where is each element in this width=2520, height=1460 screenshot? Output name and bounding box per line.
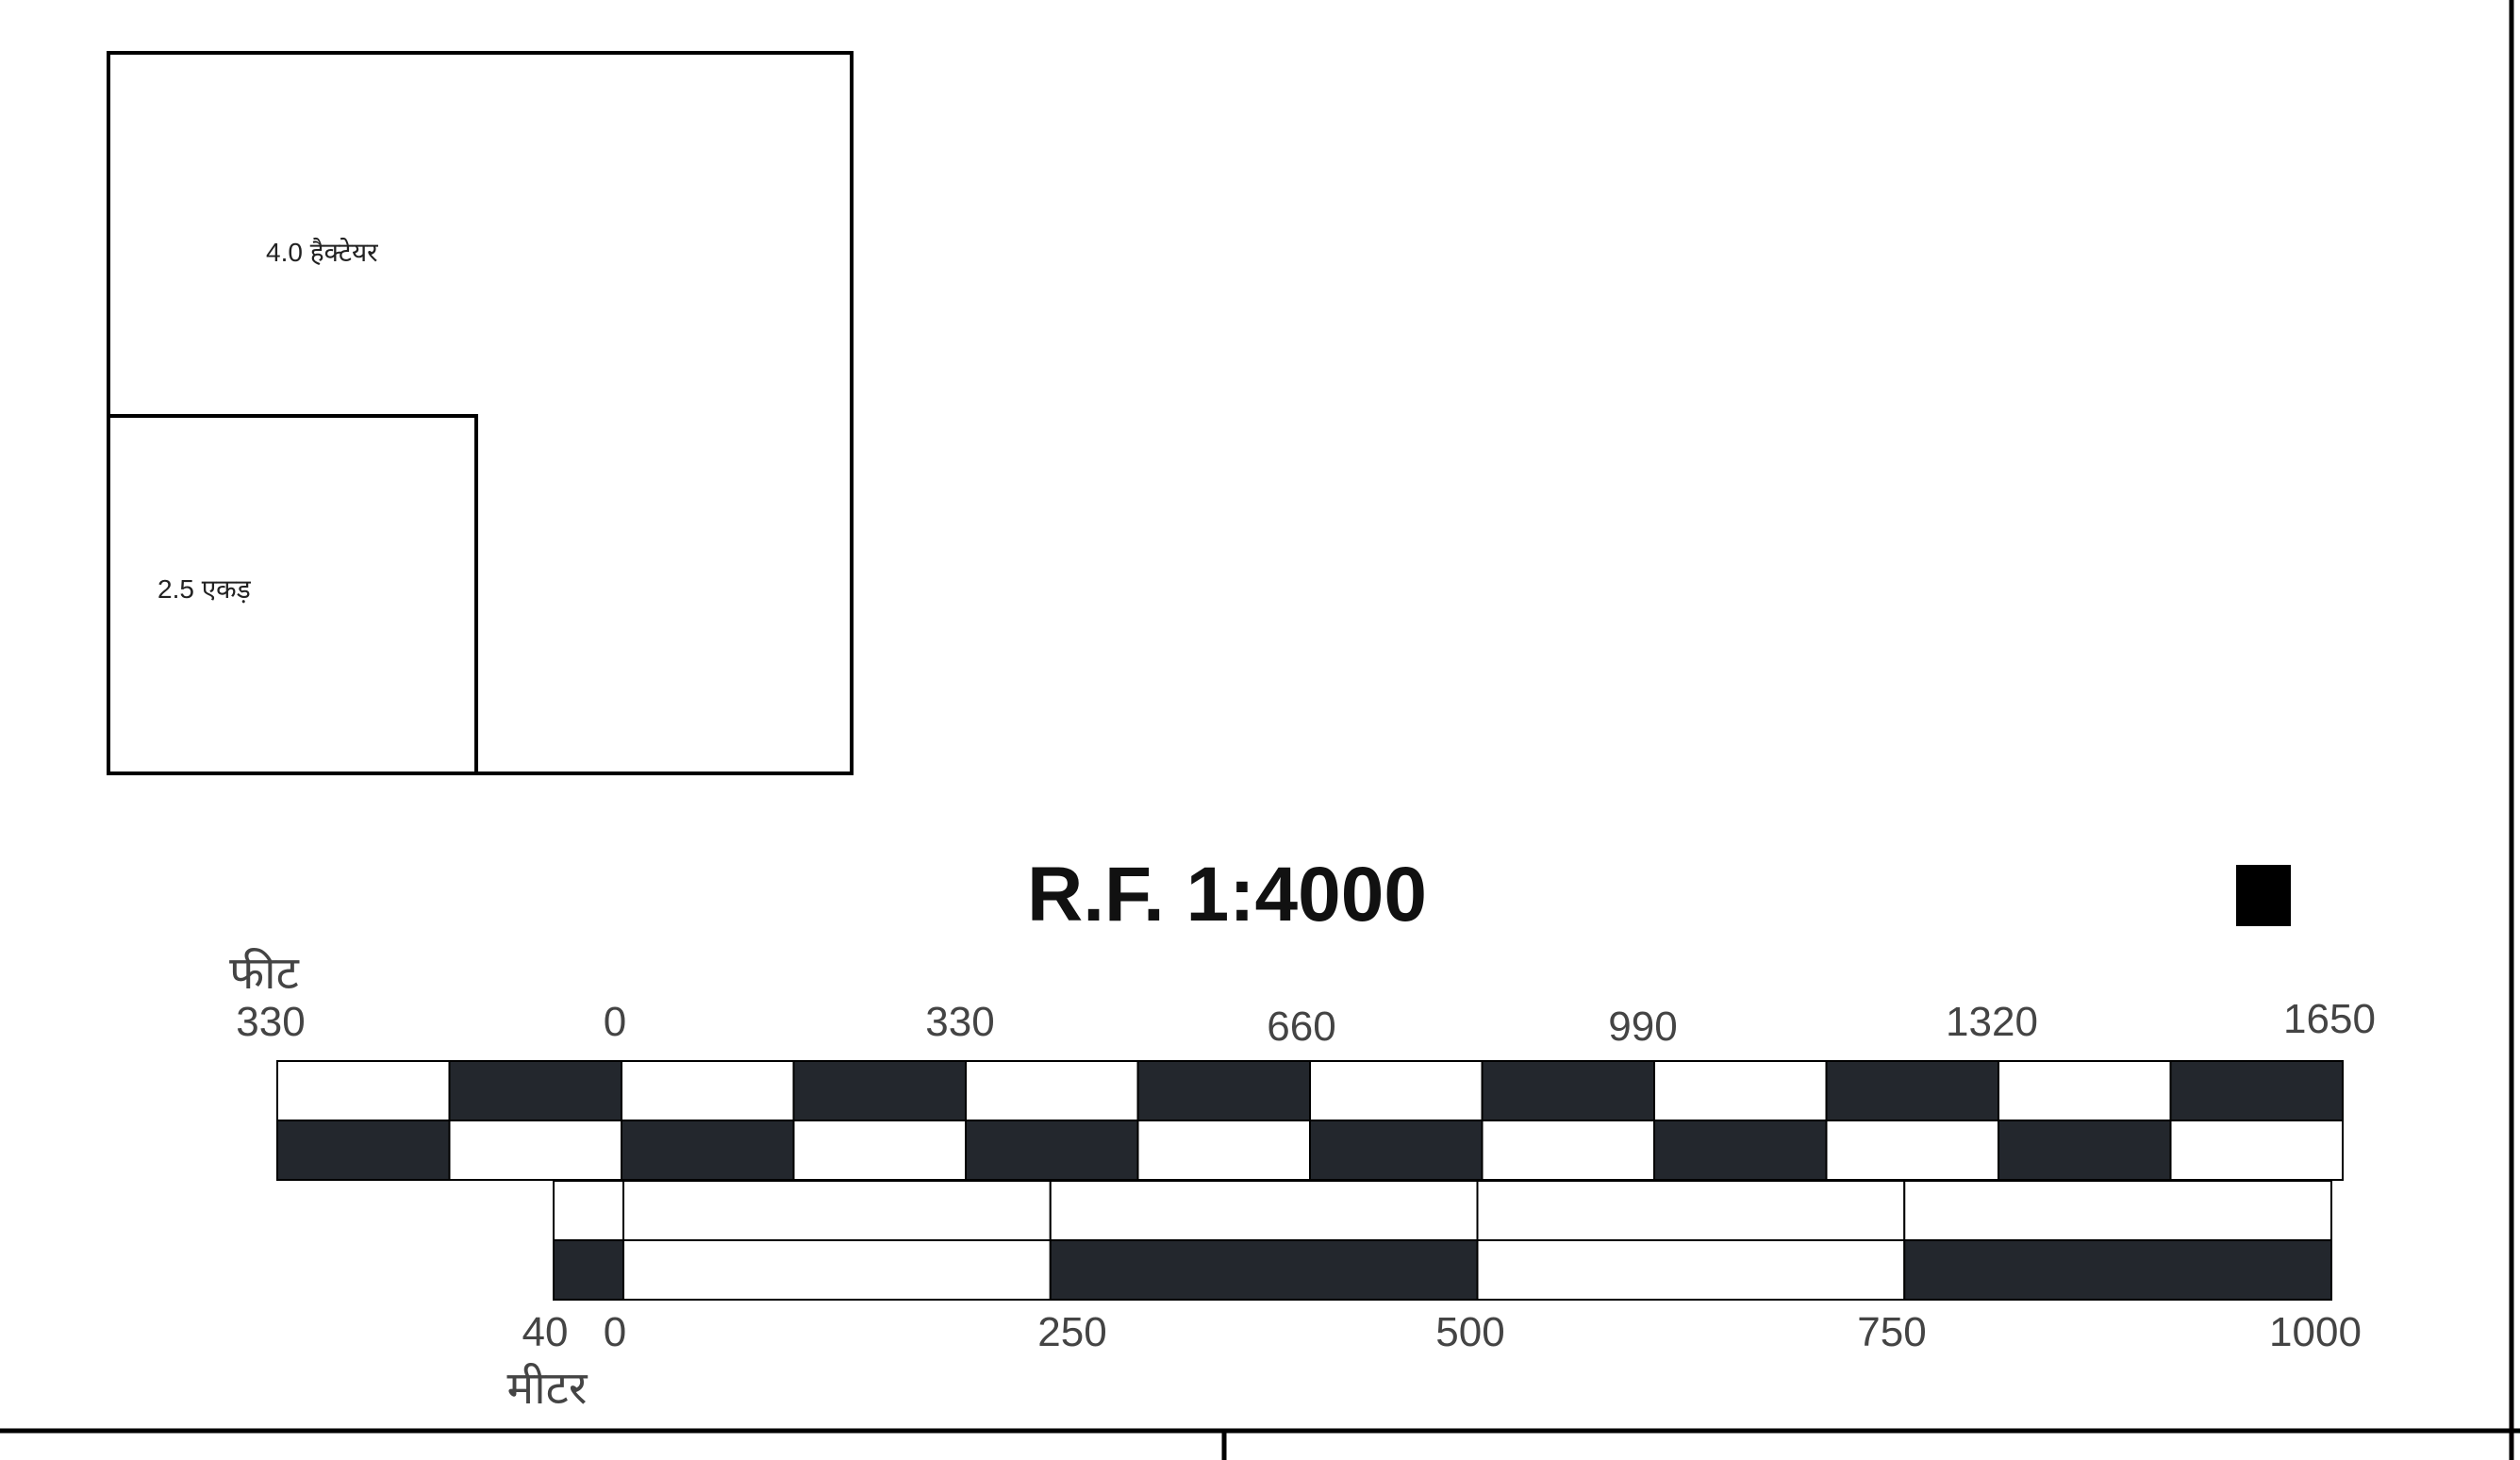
large-square-label: 4.0 हैक्टेयर: [266, 237, 378, 267]
feet-bar-cell: [448, 1060, 622, 1121]
feet-bar-cell: [2169, 1120, 2344, 1181]
feet-bar-cell: [1309, 1120, 1484, 1181]
feet-bar-cell: [1653, 1060, 1828, 1121]
meter-bar-cell: [1049, 1239, 1479, 1301]
small-square-2-5-acre: [107, 414, 478, 775]
feet-bar-cell: [1653, 1120, 1828, 1181]
feet-bar-cell: [1309, 1060, 1484, 1121]
area-comparison-diagram: 4.0 हैक्टेयर 2.5 एकड़: [107, 51, 854, 775]
feet-unit-label: फीट: [229, 947, 299, 1000]
feet-bar-cell: [1825, 1060, 1999, 1121]
meter-bar-cell: [622, 1239, 1052, 1301]
feet-bar-cell: [621, 1120, 795, 1181]
feet-bar-cell: [621, 1060, 795, 1121]
feet-bar-cell: [1481, 1060, 1655, 1121]
meter-bar-cell: [1903, 1180, 2332, 1241]
feet-bar-cell: [276, 1060, 451, 1121]
feet-scale-bar: [276, 1060, 2344, 1181]
feet-bar-cell: [448, 1120, 622, 1181]
feet-bar-cell: [965, 1120, 1139, 1181]
meter-tick-labels: 40 0 250 500 750 1000: [522, 1309, 2362, 1355]
feet-bar-cell: [1998, 1120, 2172, 1181]
meter-tick-label: 0: [604, 1309, 626, 1355]
feet-tick-label: 330: [236, 999, 305, 1045]
feet-tick-label: 990: [1608, 1004, 1677, 1050]
meter-tick-label: 250: [1037, 1309, 1106, 1355]
feet-bar-cell: [792, 1120, 967, 1181]
feet-tick-label: 1650: [2283, 996, 2376, 1042]
meter-tick-label: 750: [1857, 1309, 1926, 1355]
feet-bar-cell: [1998, 1060, 2172, 1121]
meter-tick-label: 500: [1435, 1309, 1504, 1355]
feet-bar-cell: [1136, 1120, 1311, 1181]
registration-mark: [2236, 865, 2291, 926]
feet-bar-cell: [2169, 1060, 2344, 1121]
feet-tick-label: 0: [604, 999, 626, 1045]
meter-unit-label: मीटर: [507, 1362, 589, 1415]
small-square-label: 2.5 एकड़: [158, 574, 252, 604]
feet-bar-cell: [1825, 1120, 1999, 1181]
meter-tick-label: 40: [522, 1309, 569, 1355]
feet-tick-label: 330: [925, 999, 994, 1045]
meter-bar-cell: [622, 1180, 1052, 1241]
feet-bar-cell: [965, 1060, 1139, 1121]
feet-tick-label: 660: [1267, 1004, 1335, 1050]
meter-scale-bar: [553, 1180, 2332, 1301]
meter-bar-cell: [1476, 1239, 1906, 1301]
feet-bar-cell: [792, 1060, 967, 1121]
meter-bar-cell: [553, 1239, 624, 1301]
feet-bar-cell: [276, 1120, 451, 1181]
meter-bar-cell: [1476, 1180, 1906, 1241]
feet-bar-cell: [1481, 1120, 1655, 1181]
feet-bar-cell: [1136, 1060, 1311, 1121]
feet-tick-label: 1320: [1946, 999, 2038, 1045]
large-square-4-hectare: [107, 51, 854, 775]
meter-bar-cell: [553, 1180, 624, 1241]
meter-bar-cell: [1049, 1180, 1479, 1241]
scale-title: R.F. 1:4000: [1027, 852, 1427, 937]
meter-bar-cell: [1903, 1239, 2332, 1301]
meter-tick-label: 1000: [2269, 1309, 2362, 1355]
feet-tick-labels: 330 0 330 660 990 1320 1650: [236, 996, 2376, 1050]
